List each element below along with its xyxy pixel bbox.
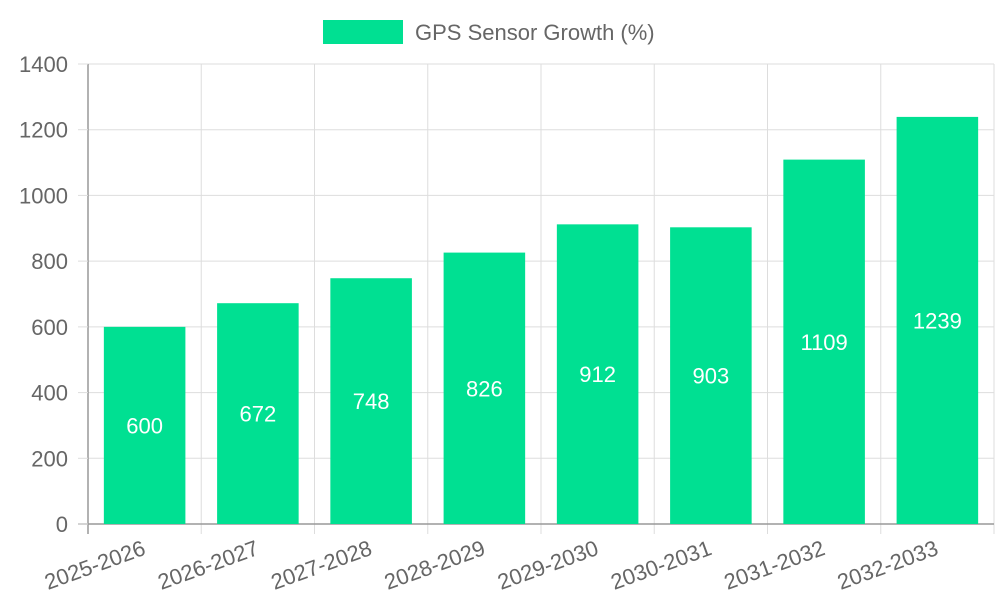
x-tick-label: 2031-2032: [721, 535, 828, 594]
x-tick-label: 2030-2031: [607, 535, 714, 594]
x-tick-labels: 2025-2026 2026-2027 2027-2028 2028-2029 2029…: [41, 535, 941, 594]
y-tick-label: 600: [31, 315, 68, 340]
bar-value-label: 826: [466, 376, 503, 401]
y-tick-label: 200: [31, 446, 68, 471]
bar[interactable]: [783, 159, 865, 524]
bar-value-label: 748: [353, 389, 390, 414]
legend[interactable]: GPS Sensor Growth (%): [323, 20, 655, 45]
y-tick-label: 400: [31, 381, 68, 406]
bar[interactable]: [330, 278, 412, 524]
x-tick-label: 2027-2028: [268, 535, 375, 594]
y-tick-label: 1400: [19, 52, 68, 77]
data-labels: 600 672 748 826 912 903 1109 1239: [126, 308, 962, 438]
y-tick-label: 1000: [19, 183, 68, 208]
bars: [103, 116, 979, 525]
y-tick-label: 800: [31, 249, 68, 274]
bar[interactable]: [443, 252, 526, 524]
legend-label[interactable]: GPS Sensor Growth (%): [415, 20, 655, 45]
bar-value-label: 912: [579, 362, 616, 387]
x-tick-label: 2025-2026: [41, 535, 148, 594]
x-tick-label: 2032-2033: [834, 535, 941, 594]
bar-value-label: 1239: [913, 308, 962, 333]
bar-value-label: 672: [240, 402, 277, 427]
y-tick-label: 0: [56, 512, 68, 537]
bar-value-label: 600: [126, 413, 163, 438]
bar-value-label: 1109: [800, 330, 847, 355]
bar[interactable]: [103, 326, 186, 524]
legend-swatch[interactable]: [323, 20, 403, 44]
bar[interactable]: [556, 224, 639, 525]
x-tick-label: 2026-2027: [154, 535, 261, 594]
x-tick-label: 2029-2030: [494, 535, 601, 594]
bar[interactable]: [896, 116, 979, 525]
y-tick-labels: 0 200 400 600 800 1000 1200 1400: [19, 52, 68, 537]
bar[interactable]: [217, 303, 299, 524]
bar[interactable]: [670, 227, 752, 525]
y-tick-label: 1200: [19, 118, 68, 143]
x-tick-label: 2028-2029: [381, 535, 488, 594]
bar-value-label: 903: [693, 364, 730, 389]
